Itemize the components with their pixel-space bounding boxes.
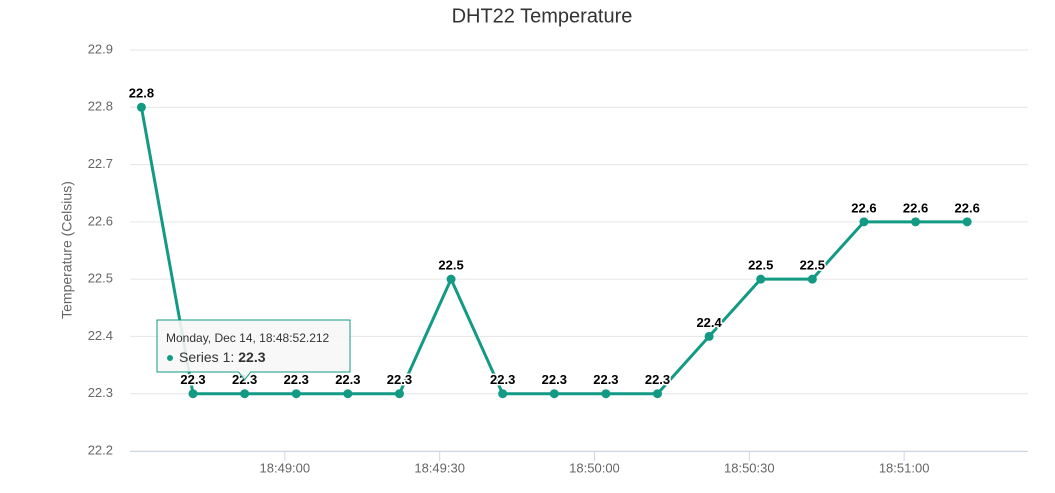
point (291, 389, 301, 399)
data-label: 22.3 (542, 372, 567, 387)
tooltip-box (156, 319, 351, 381)
data-label: 22.5 (438, 258, 463, 273)
tooltip: Monday, Dec 14, 18:48:52.212 Series 1: 22.… (156, 319, 351, 381)
point (498, 389, 508, 399)
x-tick-label: 18:49:30 (414, 460, 465, 475)
point (136, 102, 146, 112)
point (446, 274, 456, 284)
data-label: 22.3 (645, 372, 670, 387)
data-label: 22.4 (696, 315, 722, 330)
point (343, 389, 353, 399)
point (807, 274, 817, 284)
x-tick-label: 18:50:00 (569, 460, 620, 475)
data-label: 22.8 (129, 86, 154, 101)
y-axis-label: Temperature (Celsius) (59, 181, 75, 319)
data-label: 22.3 (335, 372, 360, 387)
point (911, 217, 921, 227)
point (394, 389, 404, 399)
data-label: 22.3 (593, 372, 618, 387)
point (601, 389, 611, 399)
point (756, 274, 766, 284)
point (653, 389, 663, 399)
y-tick-label: 22.9 (88, 41, 113, 56)
tooltip-series: Series 1: (179, 349, 234, 365)
point (240, 389, 250, 399)
y-tick-label: 22.2 (88, 442, 113, 457)
data-label: 22.3 (387, 372, 412, 387)
data-label: 22.6 (851, 200, 876, 215)
tooltip-label: Series 1: 22.3 (179, 349, 266, 365)
data-label: 22.5 (748, 258, 773, 273)
y-tick-label: 22.7 (88, 156, 113, 171)
chart-title: DHT22 Temperature (452, 5, 633, 27)
data-label: 22.6 (955, 200, 980, 215)
tooltip-value: 22.3 (238, 349, 265, 365)
point (962, 217, 972, 227)
data-label: 22.3 (284, 372, 309, 387)
tooltip-header: Monday, Dec 14, 18:48:52.212 (166, 331, 330, 345)
point (188, 389, 198, 399)
y-tick-label: 22.4 (88, 328, 113, 343)
point (704, 331, 714, 341)
y-tick-label: 22.5 (88, 271, 113, 286)
data-label: 22.3 (180, 372, 205, 387)
point (549, 389, 559, 399)
data-label: 22.3 (490, 372, 515, 387)
y-tick-label: 22.6 (88, 213, 113, 228)
x-tick-label: 18:51:00 (879, 460, 930, 475)
x-tick-label: 18:49:00 (260, 460, 311, 475)
tooltip-marker (167, 355, 173, 361)
y-tick-label: 22.3 (88, 385, 113, 400)
data-label: 22.5 (800, 258, 825, 273)
x-tick-label: 18:50:30 (724, 460, 775, 475)
point (859, 217, 869, 227)
data-label: 22.6 (903, 200, 928, 215)
y-tick-label: 22.8 (88, 99, 113, 114)
